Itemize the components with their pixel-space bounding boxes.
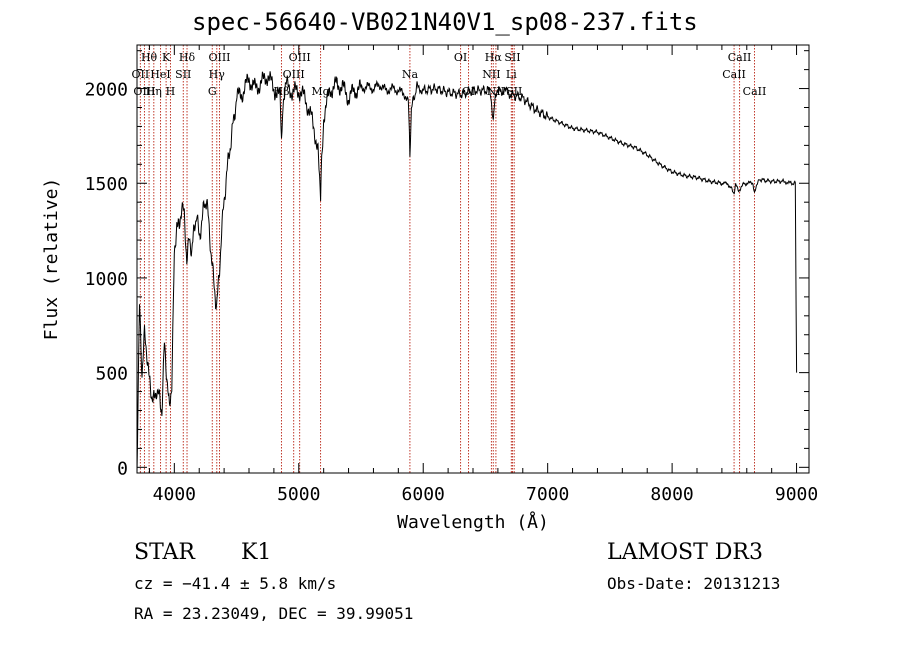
line-marker-label: Na <box>402 68 419 81</box>
line-marker-label: Hη <box>146 85 162 98</box>
line-marker-label: K <box>162 51 171 64</box>
line-marker-label: NII <box>487 85 505 98</box>
x-tick-label: 8000 <box>650 484 693 505</box>
x-axis-label: Wavelength (Å) <box>397 511 549 533</box>
line-marker-label: HeI <box>150 68 170 81</box>
y-tick-label: 0 <box>117 458 128 479</box>
line-marker-label: CaII <box>743 85 767 98</box>
line-marker-label: OIII <box>283 68 305 81</box>
x-tick-label: 7000 <box>526 484 569 505</box>
spectral-subclass: K1 <box>241 540 272 565</box>
line-marker-label: CaII <box>728 51 752 64</box>
chart-title: spec-56640-VB021N40V1_sp08-237.fits <box>192 8 698 36</box>
line-markers <box>139 45 755 473</box>
x-tick-label: 6000 <box>402 484 445 505</box>
line-marker-label: CaII <box>722 68 746 81</box>
line-marker-label: SII <box>506 85 522 98</box>
line-marker-label: OI <box>454 51 467 64</box>
observation-date: Obs-Date: 20131213 <box>607 574 781 593</box>
line-marker-label: Hβ <box>274 85 290 98</box>
line-marker-label: OIII <box>133 85 155 98</box>
coordinates: RA = 23.23049, DEC = 39.99051 <box>134 604 414 623</box>
line-marker-label: OII <box>132 68 150 81</box>
object-class: STAR <box>134 540 195 565</box>
line-marker-label: SII <box>504 51 520 64</box>
line-marker-label: G <box>208 85 217 98</box>
redshift-value: cz = −41.4 ± 5.8 km/s <box>134 574 337 593</box>
y-tick-label: 500 <box>95 364 128 385</box>
line-marker-label: Hθ <box>141 51 158 64</box>
y-axis-label: Flux (relative) <box>41 178 62 341</box>
line-marker-labels: Hθ OII OIII K HeI Hη H Hδ SII OIII Hγ G Hβ OIII OIII Mg… <box>132 51 767 98</box>
line-marker-label: NII <box>482 68 500 81</box>
x-tick-label: 9000 <box>775 484 818 505</box>
x-axis: 4000 5000 6000 7000 8000 9000 <box>148 45 818 505</box>
x-tick-label: 4000 <box>153 484 196 505</box>
spectrum-series-line <box>136 71 798 473</box>
line-marker-label: OIII <box>208 51 230 64</box>
line-marker-label: H <box>166 85 176 98</box>
y-tick-label: 1500 <box>85 174 128 195</box>
line-marker-label: OI <box>462 85 475 98</box>
plot-frame <box>136 44 810 474</box>
x-tick-label: 5000 <box>277 484 320 505</box>
line-marker-label: Hδ <box>179 51 196 64</box>
y-tick-label: 2000 <box>85 80 128 101</box>
line-marker-label: Mg <box>311 85 329 98</box>
line-marker-label: SII <box>175 68 191 81</box>
survey-name: LAMOST DR3 <box>607 540 763 565</box>
line-marker-label: Li <box>506 68 517 81</box>
y-axis: 0 500 1000 1500 2000 <box>85 50 809 479</box>
y-tick-label: 1000 <box>85 269 128 290</box>
line-marker-label: Hα <box>485 51 503 64</box>
line-marker-label: OIII <box>289 51 311 64</box>
line-marker-label: Hγ <box>209 68 226 81</box>
